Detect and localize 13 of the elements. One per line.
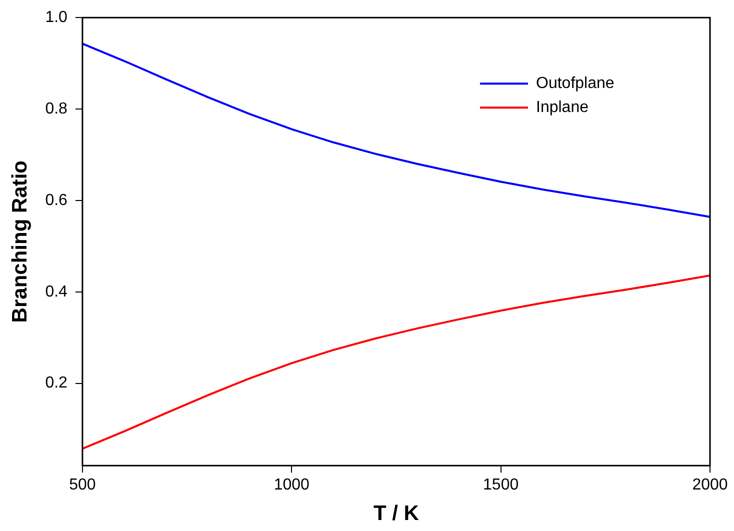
legend-label: Inplane [536, 99, 589, 116]
x-tick-label: 500 [69, 476, 96, 494]
x-tick-label: 1500 [483, 476, 519, 494]
y-axis-title: Branching Ratio [8, 160, 32, 323]
x-tick-label: 1000 [274, 476, 310, 494]
y-tick-label: 0.8 [45, 100, 68, 118]
y-tick-label: 0.6 [45, 192, 68, 209]
y-tick-label: 0.2 [45, 374, 68, 392]
x-tick-label: 2000 [692, 476, 728, 494]
x-axis-title: T / K [373, 502, 419, 526]
legend-label: Outofplane [536, 75, 614, 92]
y-tick-label: 0.4 [45, 283, 68, 300]
y-tick-label: 1.0 [45, 9, 68, 26]
